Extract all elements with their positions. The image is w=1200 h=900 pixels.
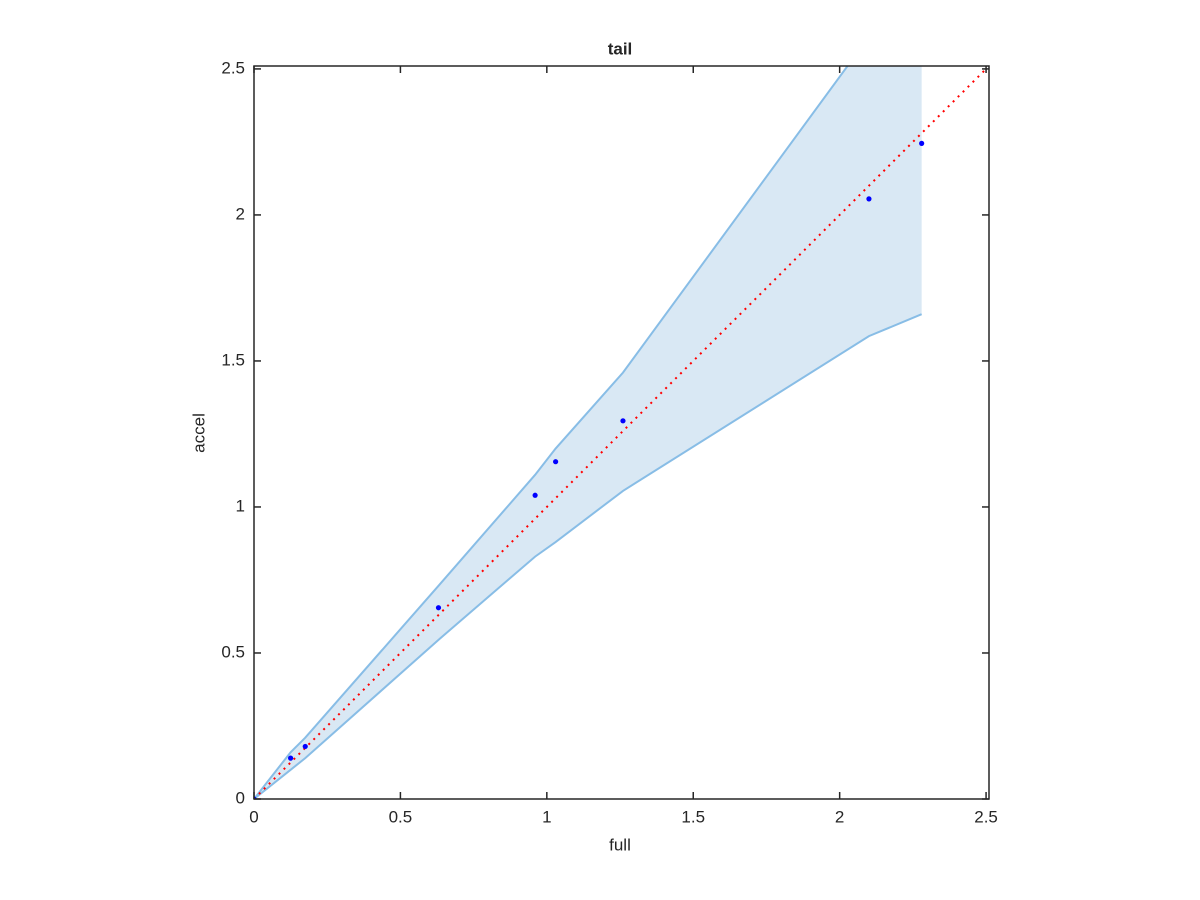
data-point (435, 605, 442, 611)
data-point (532, 492, 538, 498)
confidence-band (254, 66, 922, 799)
data-point (866, 196, 872, 202)
y-tick-label: 0 (236, 788, 245, 807)
x-tick-label: 2.5 (974, 807, 998, 826)
x-tick-label: 1 (542, 807, 551, 826)
band-lower-edge (254, 313, 923, 799)
plot-area (254, 66, 987, 799)
x-axis-label: full (609, 835, 631, 854)
band-upper-edge (254, 66, 849, 799)
chart-title: tail (608, 39, 633, 58)
data-point (919, 140, 925, 146)
x-tick-label: 0.5 (389, 807, 413, 826)
axes: 0 0.5 1 1.5 2 2.5 0 0.5 1 1.5 2 2.5 (221, 58, 998, 826)
axes-box (253, 65, 990, 800)
y-axis-label: accel (189, 413, 208, 453)
data-point (302, 743, 308, 750)
y-tick-label: 0.5 (221, 642, 245, 661)
y-tick-label: 1.5 (221, 350, 245, 369)
data-point (288, 755, 294, 761)
reference-line (254, 68, 987, 799)
y-tick-label: 2 (236, 204, 245, 223)
y-tick-label: 1 (236, 496, 245, 515)
data-point (620, 418, 626, 424)
x-tick-label: 0 (249, 807, 258, 826)
x-tick-label: 2 (835, 807, 844, 826)
data-point (553, 459, 559, 465)
y-tick-label: 2.5 (221, 58, 245, 77)
x-tick-label: 1.5 (681, 807, 705, 826)
